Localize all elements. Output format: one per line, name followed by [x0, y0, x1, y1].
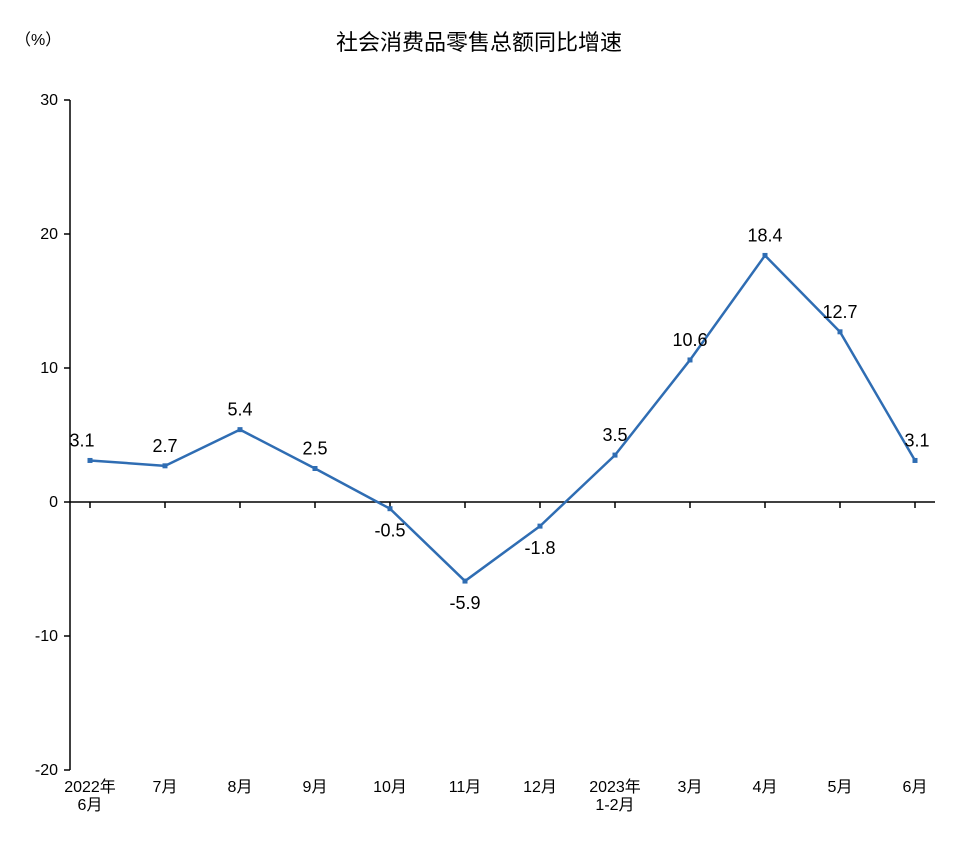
- data-label: -1.8: [524, 538, 555, 558]
- data-marker: [163, 463, 168, 468]
- x-tick-label: 5月: [828, 779, 853, 796]
- data-label: 10.6: [672, 330, 707, 350]
- data-label: -5.9: [449, 593, 480, 613]
- data-label: 2.5: [302, 439, 327, 459]
- chart-container: （%） 社会消费品零售总额同比增速 -20 -10 0 10 20 30 2022年6月 7…: [0, 0, 959, 852]
- x-tick-label: 3月: [678, 779, 703, 796]
- y-axis-unit: （%）: [15, 31, 61, 49]
- x-tick-label: 8月: [228, 779, 253, 796]
- chart-title: 社会消费品零售总额同比增速: [336, 30, 622, 55]
- x-tick-label: 11月: [449, 779, 482, 796]
- y-axis-ticks: -20 -10 0 10 20 30: [35, 92, 70, 779]
- data-marker: [463, 579, 468, 584]
- x-tick-label: 7月: [153, 779, 178, 796]
- data-marker: [88, 458, 93, 463]
- x-tick-label: 9月: [303, 779, 328, 796]
- data-label: 18.4: [747, 225, 782, 245]
- y-tick-label: -20: [35, 762, 58, 779]
- data-marker: [388, 506, 393, 511]
- x-tick-label: 6月: [903, 779, 928, 796]
- data-marker: [313, 466, 318, 471]
- x-tick-label: 2023年1-2月: [589, 778, 641, 814]
- x-axis-ticks: 2022年6月 7月 8月 9月 10月 11月 12月 2023年1-2月 3月 4月 5月 6月: [64, 502, 927, 814]
- data-marker: [838, 329, 843, 334]
- data-marker: [763, 253, 768, 258]
- x-tick-label: 10月: [373, 779, 407, 796]
- data-marker: [538, 524, 543, 529]
- data-marker: [238, 427, 243, 432]
- y-tick-label: 0: [49, 494, 58, 511]
- chart-svg: （%） 社会消费品零售总额同比增速 -20 -10 0 10 20 30 2022年6月 7…: [0, 0, 959, 852]
- data-series: [88, 253, 918, 584]
- data-label: 5.4: [227, 400, 252, 420]
- data-marker: [913, 458, 918, 463]
- data-label: -0.5: [374, 521, 405, 541]
- data-label: 12.7: [822, 302, 857, 322]
- x-tick-label: 4月: [753, 779, 778, 796]
- axes: [70, 100, 935, 770]
- series-line: [90, 255, 915, 581]
- data-marker: [688, 357, 693, 362]
- y-tick-label: 20: [40, 226, 58, 243]
- data-label: 2.7: [152, 436, 177, 456]
- y-tick-label: -10: [35, 628, 58, 645]
- y-tick-label: 30: [40, 92, 58, 109]
- data-label: 3.1: [904, 430, 929, 450]
- data-label: 3.5: [602, 425, 627, 445]
- y-tick-label: 10: [40, 360, 58, 377]
- data-marker: [613, 453, 618, 458]
- x-tick-label: 2022年6月: [64, 778, 116, 814]
- data-label: 3.1: [69, 430, 94, 450]
- x-tick-label: 12月: [523, 779, 557, 796]
